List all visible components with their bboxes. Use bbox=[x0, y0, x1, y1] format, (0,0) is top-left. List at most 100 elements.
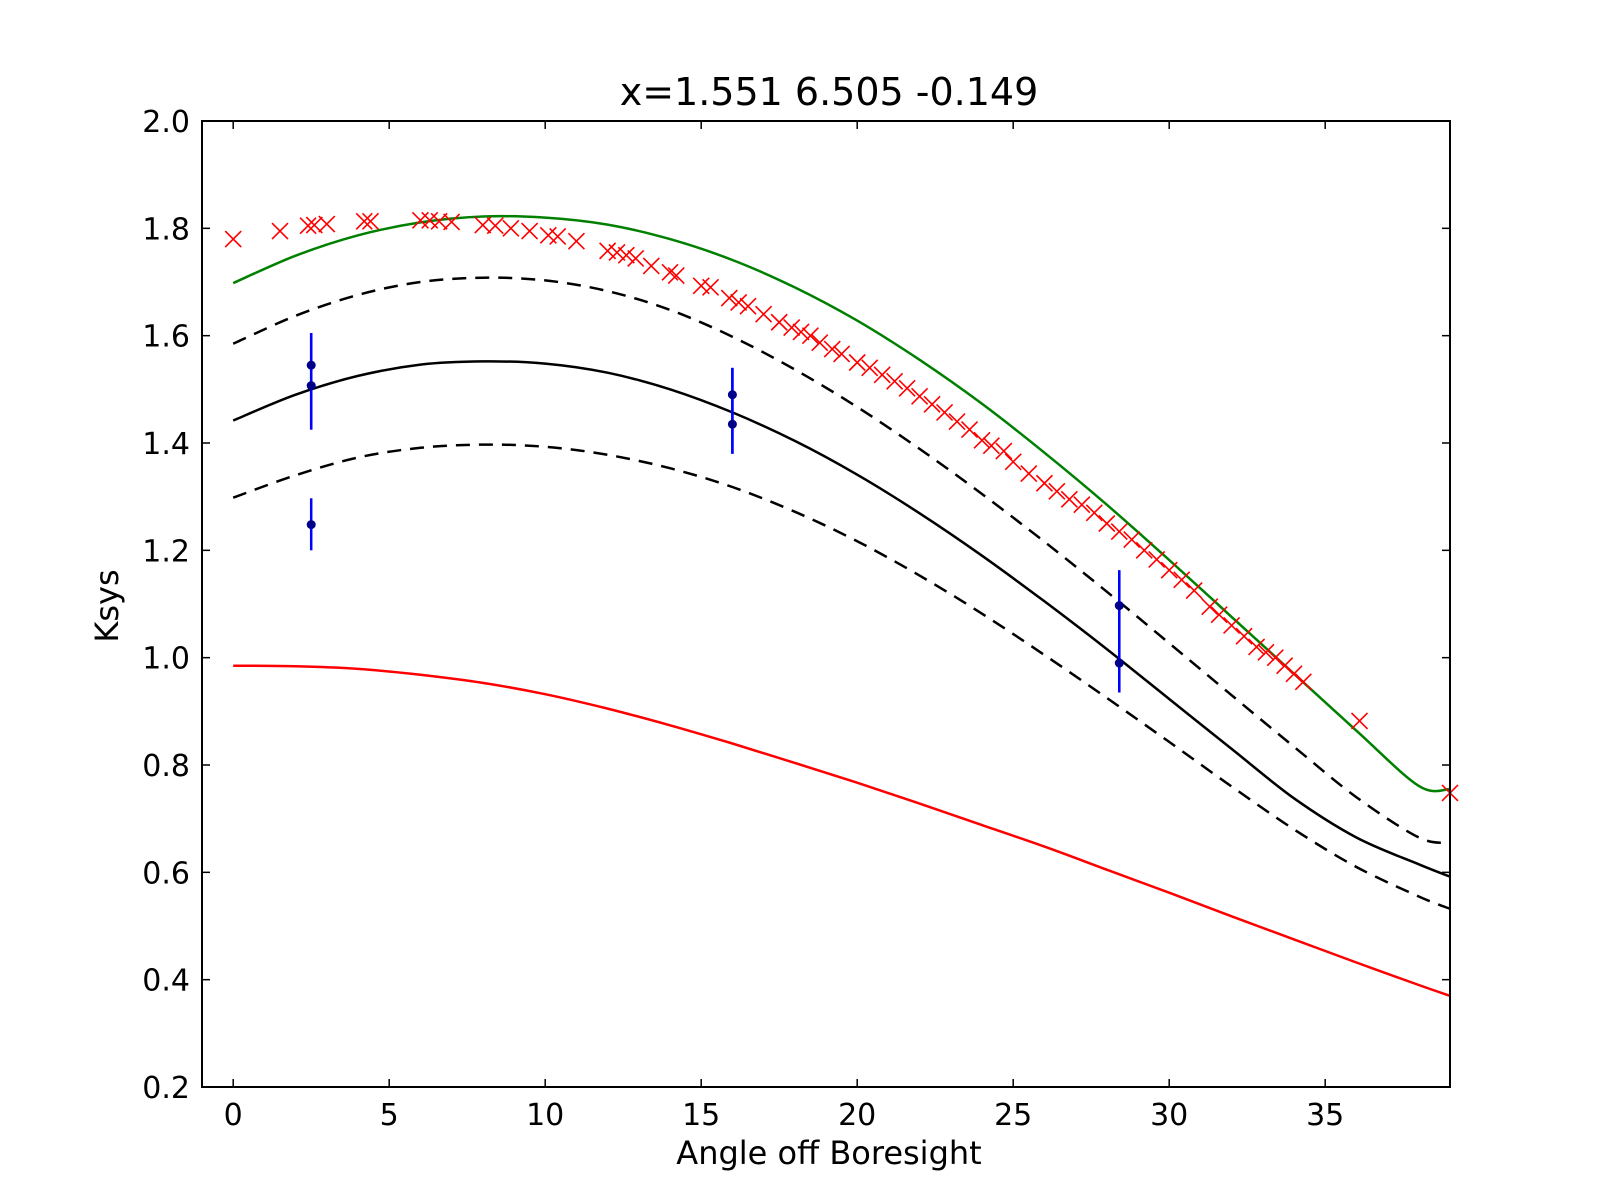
x-marker bbox=[299, 217, 317, 235]
x-marker bbox=[1235, 627, 1253, 645]
x-marker bbox=[1073, 496, 1091, 514]
x-marker bbox=[861, 359, 879, 377]
x-marker bbox=[948, 412, 966, 431]
series-line-4 bbox=[233, 664, 1450, 997]
x-marker bbox=[960, 421, 979, 439]
x-marker bbox=[770, 313, 788, 331]
x-tick-label: 15 bbox=[682, 1098, 720, 1133]
x-marker bbox=[1285, 665, 1303, 683]
chart-title: x=1.551 6.505 -0.149 bbox=[620, 70, 1039, 114]
series-line-1 bbox=[232, 276, 1450, 845]
x-marker bbox=[627, 249, 645, 267]
y-tick-label: 0.4 bbox=[142, 964, 190, 999]
y-tick-label: 0.2 bbox=[142, 1071, 190, 1106]
x-marker bbox=[502, 219, 520, 237]
x-marker bbox=[1294, 673, 1312, 691]
x-marker bbox=[1148, 550, 1166, 569]
x-axis-label: Angle off Boresight bbox=[676, 1134, 981, 1172]
x-marker bbox=[1266, 649, 1284, 667]
x-marker bbox=[923, 395, 941, 413]
x-marker bbox=[1210, 606, 1228, 624]
x-marker bbox=[443, 213, 461, 231]
x-marker bbox=[474, 216, 492, 234]
y-tick-label: 1.6 bbox=[142, 320, 190, 355]
x-tick-label: 0 bbox=[224, 1098, 243, 1133]
x-marker bbox=[567, 232, 585, 250]
x-marker bbox=[549, 227, 567, 245]
x-marker bbox=[720, 289, 738, 307]
x-tick-label: 10 bbox=[526, 1098, 564, 1133]
x-marker bbox=[739, 297, 757, 315]
x-marker bbox=[848, 353, 866, 372]
y-tick-label: 1.8 bbox=[142, 212, 190, 247]
x-marker bbox=[886, 372, 904, 390]
x-marker bbox=[411, 211, 429, 229]
data-point bbox=[306, 381, 316, 391]
x-marker bbox=[783, 319, 801, 337]
x-marker bbox=[1110, 522, 1128, 541]
x-marker bbox=[1035, 474, 1053, 492]
x-marker bbox=[730, 293, 748, 311]
x-marker bbox=[1201, 598, 1219, 616]
y-axis-label: Ksys bbox=[88, 569, 126, 642]
data-point bbox=[306, 520, 316, 530]
series-line-3 bbox=[232, 443, 1450, 910]
data-point bbox=[1114, 601, 1124, 611]
x-marker bbox=[755, 305, 773, 323]
x-marker bbox=[1223, 616, 1241, 635]
data-point bbox=[1114, 658, 1124, 668]
x-marker bbox=[973, 431, 991, 449]
axis-ticks: 0 5 10 15 20 25 30 35 0.2 0.4 0.6 0.8 1.0 1.2 1.4 1.6 1.… bbox=[142, 105, 1450, 1133]
x-marker bbox=[1350, 712, 1369, 730]
x-marker bbox=[521, 222, 539, 240]
x-marker bbox=[667, 266, 685, 285]
y-tick-label: 1.0 bbox=[142, 642, 190, 677]
y-tick-label: 0.6 bbox=[142, 856, 190, 891]
x-marker bbox=[1004, 453, 1022, 471]
x-marker bbox=[224, 230, 242, 248]
x-marker bbox=[1123, 531, 1141, 549]
x-marker bbox=[911, 387, 929, 405]
x-marker bbox=[1185, 582, 1203, 600]
x-marker bbox=[430, 212, 448, 230]
x-marker bbox=[1160, 561, 1178, 579]
x-tick-label: 35 bbox=[1306, 1098, 1344, 1133]
x-marker bbox=[1020, 465, 1038, 483]
marker-layer bbox=[224, 211, 1459, 802]
x-tick-label: 5 bbox=[380, 1098, 399, 1133]
data-point bbox=[306, 360, 316, 370]
x-marker bbox=[1135, 541, 1153, 559]
x-marker bbox=[361, 212, 380, 230]
x-marker bbox=[801, 327, 819, 345]
x-marker bbox=[792, 323, 810, 341]
x-marker bbox=[1060, 490, 1078, 508]
x-tick-label: 30 bbox=[1150, 1098, 1188, 1133]
x-marker bbox=[318, 215, 336, 233]
x-marker bbox=[1085, 504, 1103, 522]
x-marker bbox=[1247, 638, 1266, 656]
x-marker bbox=[1048, 482, 1066, 500]
x-marker bbox=[661, 263, 679, 281]
data-point bbox=[727, 419, 737, 429]
x-marker bbox=[1098, 514, 1116, 533]
x-marker bbox=[355, 212, 373, 230]
x-marker bbox=[898, 379, 916, 397]
x-tick-label: 20 bbox=[838, 1098, 876, 1133]
x-marker bbox=[873, 366, 891, 384]
x-marker bbox=[823, 340, 841, 358]
x-marker bbox=[701, 278, 720, 296]
x-tick-label: 25 bbox=[994, 1098, 1032, 1133]
x-marker bbox=[271, 222, 289, 240]
x-marker bbox=[811, 334, 829, 352]
x-marker bbox=[1257, 643, 1275, 661]
x-marker bbox=[982, 437, 1000, 455]
x-marker bbox=[995, 442, 1013, 460]
y-tick-label: 2.0 bbox=[142, 105, 190, 140]
plot-frame bbox=[201, 120, 1451, 1088]
x-marker bbox=[617, 246, 635, 264]
y-tick-label: 1.4 bbox=[142, 427, 190, 462]
x-marker bbox=[1173, 571, 1191, 589]
y-tick-label: 1.2 bbox=[142, 534, 190, 569]
